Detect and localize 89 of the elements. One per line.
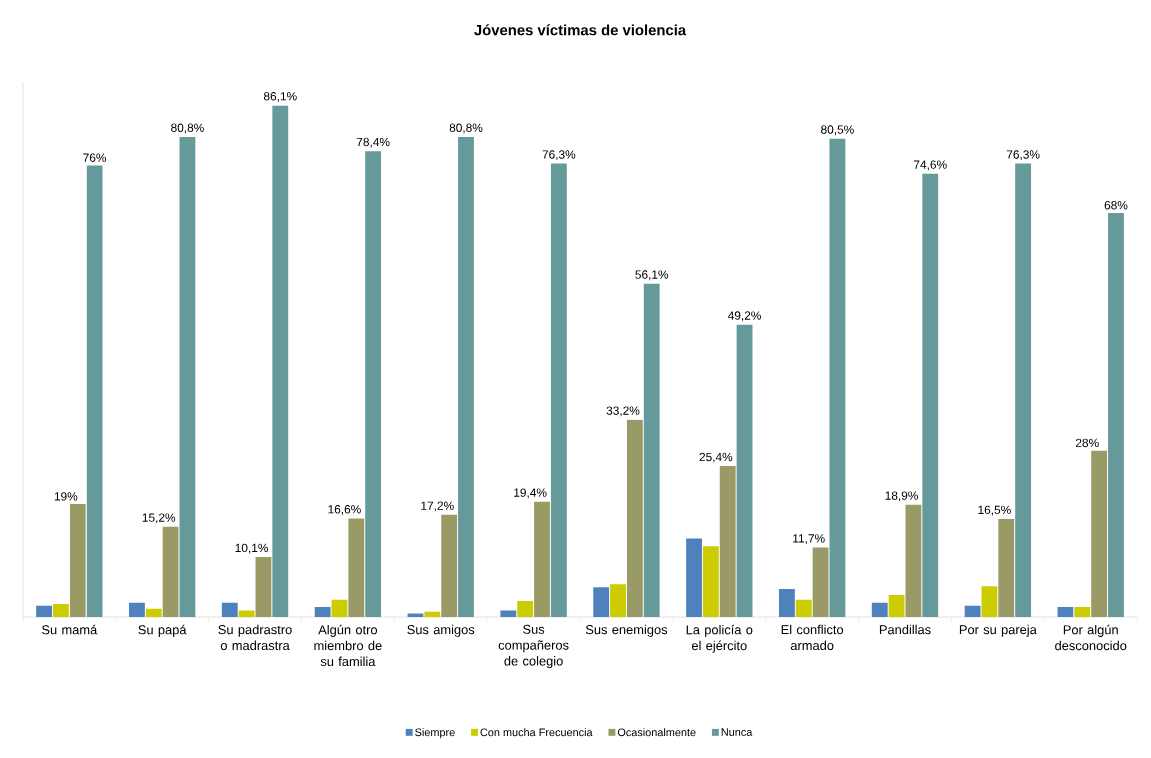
bar	[145, 608, 162, 618]
data-label: 11,7%	[793, 534, 825, 545]
bar	[534, 501, 550, 618]
bar	[593, 587, 610, 618]
data-label: 86,1%	[263, 92, 297, 103]
bar	[905, 504, 922, 618]
bar	[348, 518, 365, 618]
bar	[550, 163, 567, 618]
bar	[719, 466, 736, 618]
chart-title: Jóvenes víctimas de violencia	[474, 24, 687, 36]
legend-label: Con mucha Frecuencia	[480, 728, 593, 737]
bar	[314, 607, 331, 618]
bar	[86, 165, 103, 618]
data-label: 16,6%	[328, 505, 361, 516]
x-tick-label: Su papá	[138, 624, 187, 638]
data-label: 80,8%	[449, 123, 483, 134]
data-label: 19,4%	[514, 488, 547, 499]
bar	[179, 137, 196, 618]
bar	[458, 137, 474, 618]
bar	[517, 601, 534, 618]
data-label: 80,8%	[171, 123, 204, 134]
bar	[829, 138, 846, 618]
x-tick-label: Pandillas	[879, 624, 931, 635]
bar	[331, 599, 348, 618]
bar	[888, 595, 905, 618]
bar	[1108, 213, 1124, 618]
bar	[795, 599, 812, 618]
data-label: 28%	[1075, 438, 1099, 448]
data-label: 80,5%	[821, 125, 854, 136]
bar	[686, 538, 702, 618]
bar	[500, 610, 517, 618]
data-label: 19%	[54, 492, 78, 501]
data-label: 68%	[1104, 201, 1128, 210]
x-tick-label: Su mamá	[42, 624, 98, 635]
x-tick-label: Por su pareja	[959, 624, 1037, 637]
bar	[69, 504, 86, 618]
data-label: 56,1%	[635, 270, 669, 281]
bar	[129, 602, 145, 618]
data-label: 76%	[83, 153, 107, 163]
bar	[52, 604, 69, 618]
bar	[702, 546, 719, 618]
data-label: 17,2%	[421, 501, 454, 512]
bar	[1015, 163, 1032, 618]
bar	[964, 605, 981, 618]
bar	[812, 547, 829, 618]
bar	[441, 514, 458, 618]
x-tick-label: Sus compañeros de colegio	[498, 624, 569, 669]
bar	[1091, 450, 1108, 618]
bar	[407, 613, 424, 618]
data-label: 74,6%	[914, 160, 947, 171]
bar	[424, 611, 441, 618]
data-label: 25,4%	[699, 452, 733, 463]
data-label: 16,5%	[978, 505, 1011, 516]
data-label: 78,4%	[356, 137, 390, 148]
data-label: 76,3%	[1006, 150, 1040, 161]
data-label: 49,2%	[727, 311, 761, 322]
legend-label: Siempre	[415, 728, 455, 739]
data-label: 76,3%	[542, 150, 576, 161]
x-tick-label: Sus enemigos	[585, 624, 668, 637]
bar	[238, 610, 255, 618]
bar	[736, 324, 753, 618]
data-label: 10,1%	[235, 543, 268, 554]
bar	[981, 586, 998, 618]
x-tick-label: La policía o el ejército	[686, 624, 753, 653]
bar	[610, 584, 626, 618]
x-tick-label: Sus amigos	[407, 624, 475, 637]
bar	[643, 283, 660, 618]
bar	[1057, 607, 1074, 618]
x-tick-label: Por algún desconocido	[1055, 624, 1127, 651]
data-label: 33,2%	[606, 406, 640, 417]
bar	[36, 605, 52, 618]
bar	[255, 557, 272, 618]
bar	[871, 602, 888, 618]
legend-label: Nunca	[721, 728, 753, 737]
bar	[626, 419, 643, 618]
bar	[1074, 607, 1091, 618]
data-label: 15,2%	[142, 513, 176, 524]
bar	[162, 526, 179, 618]
bar	[272, 105, 289, 618]
bar	[998, 519, 1015, 618]
bar	[778, 589, 795, 618]
bar	[922, 173, 939, 618]
data-label: 18,9%	[885, 491, 918, 502]
x-tick-label: Algún otro miembro de su familia	[314, 624, 382, 667]
legend-label: Ocasionalmente	[617, 728, 696, 737]
x-tick-label: Su padrastro o madrastra	[218, 624, 292, 651]
x-tick-label: El conflicto armado	[781, 624, 844, 651]
bar	[221, 602, 238, 618]
bar	[365, 151, 382, 618]
